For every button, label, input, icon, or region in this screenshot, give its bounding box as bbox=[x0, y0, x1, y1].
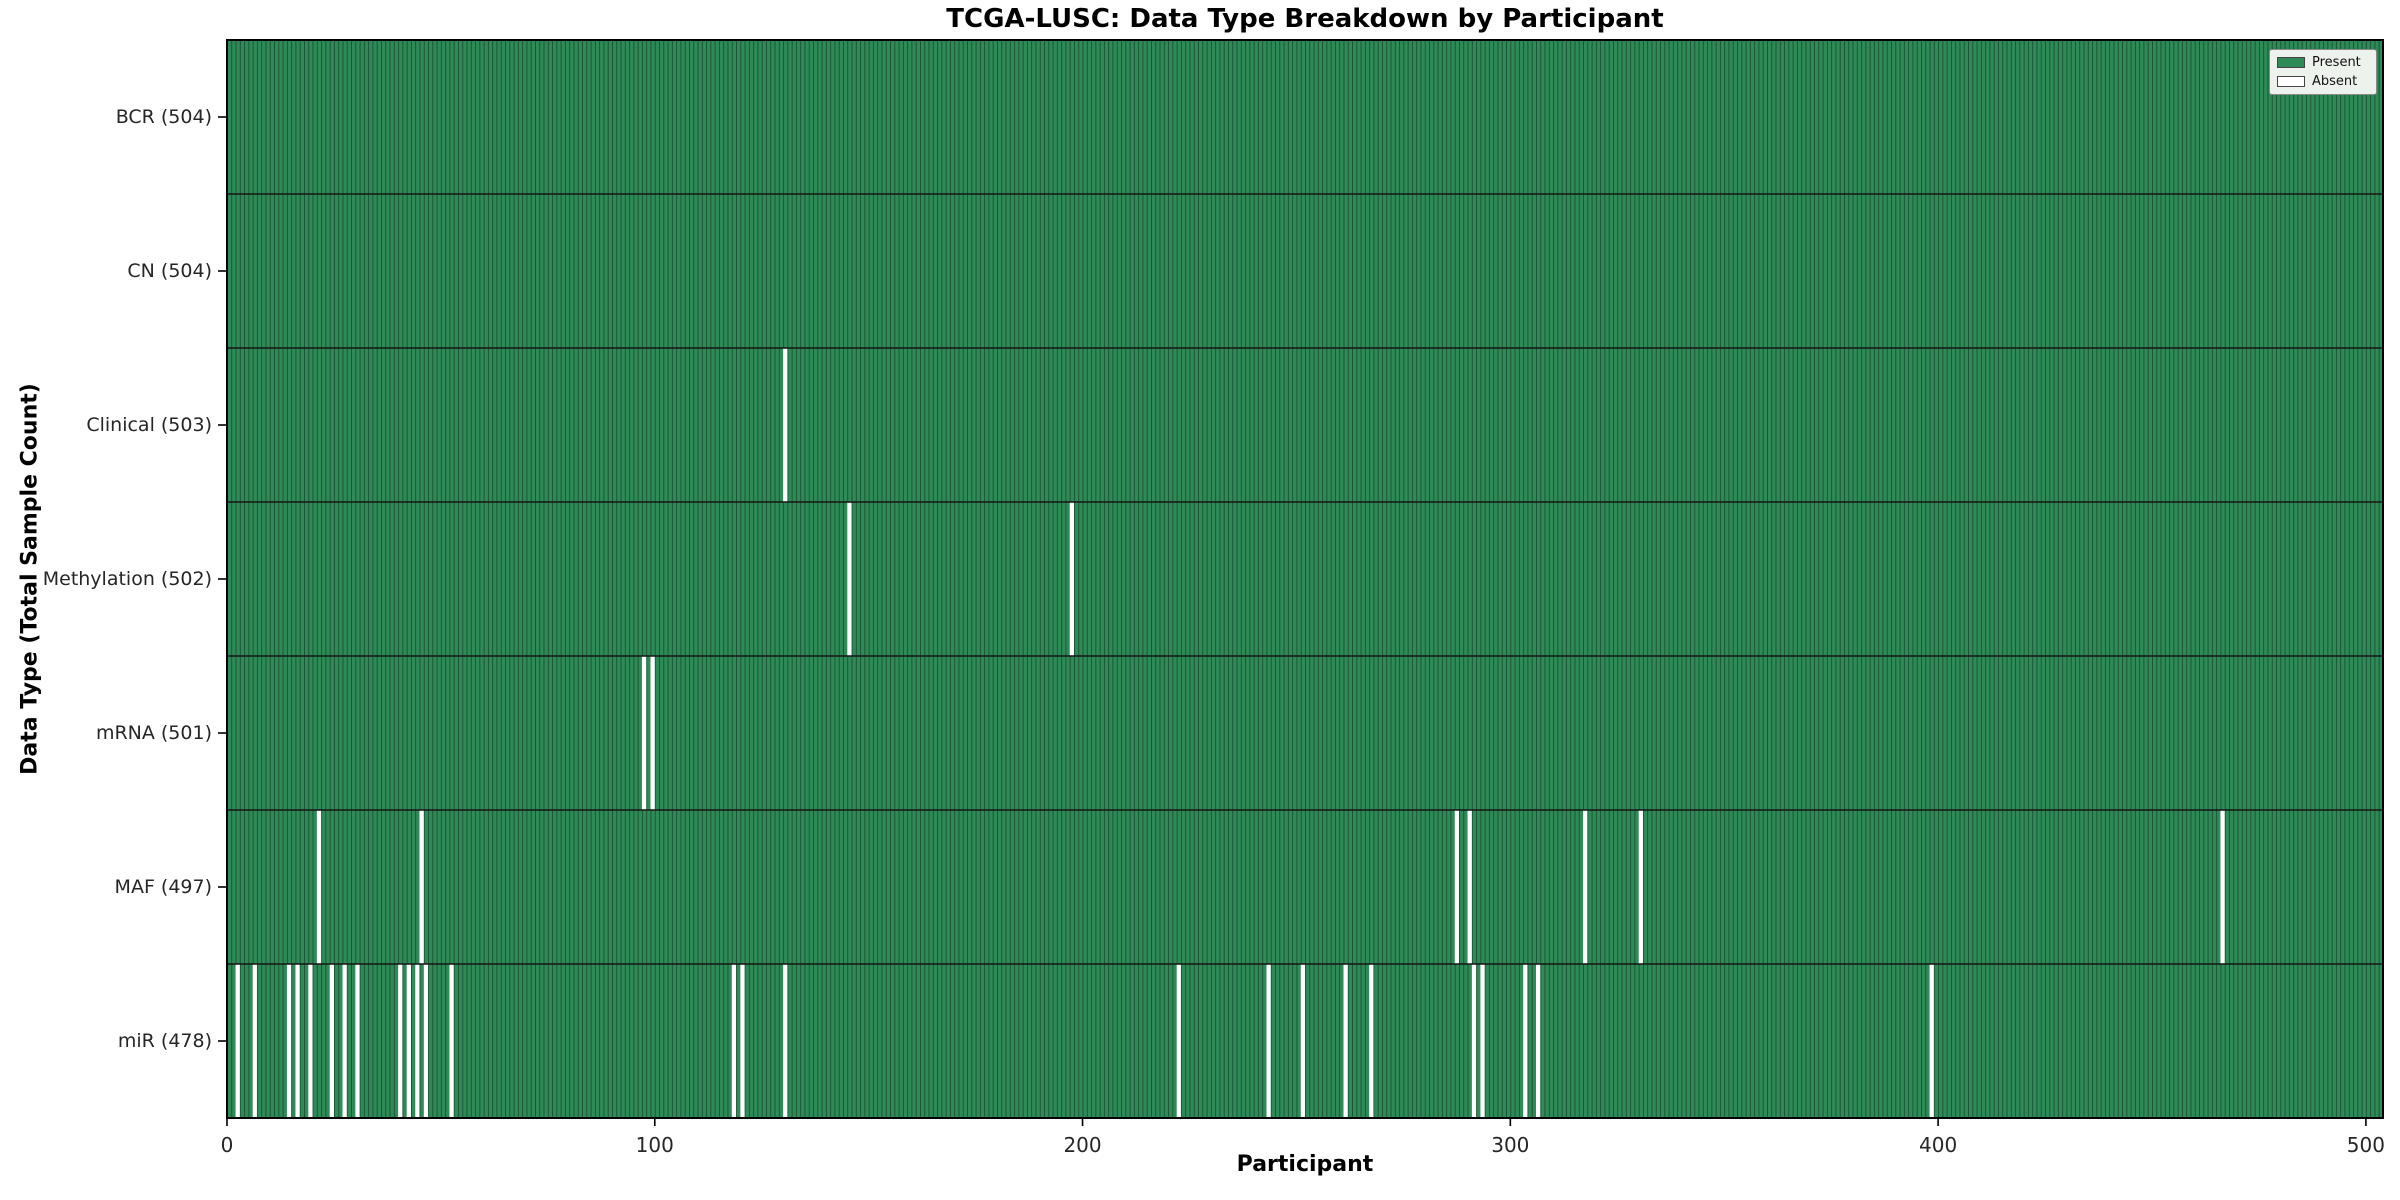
absent-gap-miR-42 bbox=[406, 964, 411, 1118]
absent-gap-miR-46 bbox=[423, 964, 429, 1118]
absent-gap-Methylation-145 bbox=[847, 502, 852, 656]
absent-gap-miR-306 bbox=[1536, 964, 1541, 1118]
absent-gap-miR-2 bbox=[235, 964, 240, 1118]
x-tick-label: 0 bbox=[221, 1133, 234, 1157]
absent-gap-MAF-287 bbox=[1454, 810, 1459, 964]
legend-swatch-absent bbox=[2277, 76, 2305, 87]
absent-gap-miR-16 bbox=[295, 964, 300, 1118]
absent-gap-Methylation-197 bbox=[1069, 502, 1074, 656]
absent-gap-MAF-45 bbox=[419, 810, 424, 964]
absent-gap-miR-14 bbox=[286, 964, 292, 1118]
row-label-Methylation: Methylation (502) bbox=[43, 568, 212, 590]
absent-gap-MAF-330 bbox=[1638, 810, 1643, 964]
x-axis-label: Participant bbox=[1236, 1152, 1374, 1177]
absent-gap-miR-44 bbox=[415, 964, 420, 1118]
absent-gap-miR-267 bbox=[1369, 964, 1374, 1118]
absent-gap-MAF-317 bbox=[1583, 810, 1588, 964]
x-tick-label: 500 bbox=[2347, 1133, 2385, 1157]
absent-gap-miR-6 bbox=[252, 964, 257, 1118]
absent-gap-miR-243 bbox=[1266, 964, 1271, 1118]
absent-gap-miR-27 bbox=[342, 964, 347, 1118]
absent-gap-miR-30 bbox=[355, 964, 360, 1118]
absent-gap-MAF-466 bbox=[2220, 810, 2225, 964]
absent-gap-MAF-21 bbox=[316, 810, 322, 964]
absent-gap-miR-291 bbox=[1471, 964, 1477, 1118]
absent-gap-miR-130 bbox=[783, 964, 788, 1118]
absent-gap-miR-52 bbox=[449, 964, 454, 1118]
row-label-MAF: MAF (497) bbox=[115, 876, 212, 898]
absent-gap-miR-40 bbox=[398, 964, 403, 1118]
absent-gap-miR-398 bbox=[1929, 964, 1934, 1118]
legend-swatch-present bbox=[2277, 57, 2305, 68]
row-label-BCR: BCR (504) bbox=[116, 106, 212, 128]
chart-title: TCGA-LUSC: Data Type Breakdown by Partic… bbox=[946, 4, 1664, 34]
row-label-mRNA: mRNA (501) bbox=[96, 722, 212, 744]
absent-gap-miR-222 bbox=[1176, 964, 1181, 1118]
absent-gap-MAF-290 bbox=[1467, 810, 1472, 964]
legend-entry-absent: Absent bbox=[2277, 74, 2369, 89]
absent-gap-mRNA-97 bbox=[641, 656, 647, 810]
x-tick-label: 300 bbox=[1491, 1133, 1529, 1157]
absent-gap-miR-293 bbox=[1480, 964, 1485, 1118]
absent-gap-miR-261 bbox=[1343, 964, 1348, 1118]
row-label-miR: miR (478) bbox=[118, 1030, 212, 1052]
legend: Present Absent bbox=[2269, 49, 2377, 95]
legend-entry-present: Present bbox=[2277, 55, 2369, 70]
absent-gap-miR-24 bbox=[329, 964, 334, 1118]
absent-gap-mRNA-99 bbox=[650, 656, 655, 810]
row-label-CN: CN (504) bbox=[127, 260, 212, 282]
absent-gap-miR-19 bbox=[308, 964, 313, 1118]
row-label-Clinical: Clinical (503) bbox=[86, 414, 212, 436]
absent-gap-miR-251 bbox=[1300, 964, 1305, 1118]
x-tick-label: 400 bbox=[1919, 1133, 1957, 1157]
absent-gap-Clinical-130 bbox=[783, 348, 788, 502]
x-tick-label: 200 bbox=[1063, 1133, 1101, 1157]
absent-gap-miR-118 bbox=[731, 964, 737, 1118]
absent-gap-miR-303 bbox=[1523, 964, 1528, 1118]
y-axis-label: Data Type (Total Sample Count) bbox=[17, 383, 43, 775]
x-tick-label: 100 bbox=[636, 1133, 674, 1157]
legend-label-present: Present bbox=[2312, 55, 2361, 70]
bar-edge-stripes bbox=[227, 40, 2383, 1118]
absent-gap-miR-120 bbox=[740, 964, 745, 1118]
legend-label-absent: Absent bbox=[2312, 74, 2358, 89]
